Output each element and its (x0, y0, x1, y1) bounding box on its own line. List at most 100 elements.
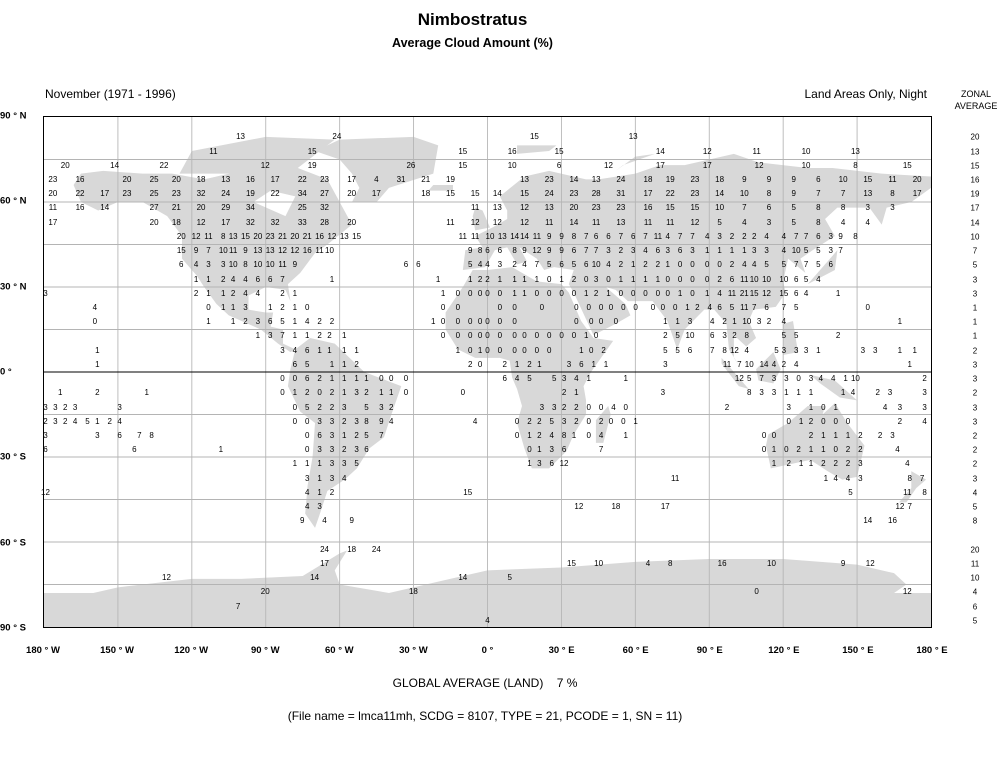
cloud-amount-cell: 12 (191, 231, 201, 241)
cloud-amount-cell: 2 (593, 288, 599, 298)
cloud-amount-cell: 3 (860, 345, 866, 355)
cloud-amount-cell: 10 (767, 559, 776, 568)
cloud-amount-cell: 3 (43, 431, 48, 440)
cloud-amount-cell: 2 (354, 359, 359, 369)
cloud-amount-cell: 7 (690, 231, 695, 241)
cloud-amount-cell: 4 (742, 217, 747, 227)
cloud-amount-cell: 10 (791, 246, 801, 256)
cloud-amount-cell: 3 (317, 416, 322, 426)
cloud-amount-cell: 0 (690, 288, 695, 298)
cloud-amount-cell: 0 (677, 260, 683, 270)
latitude-label: 90 ° S (0, 622, 26, 634)
cloud-amount-cell: 17 (221, 217, 231, 227)
cloud-amount-cell: 1 (354, 374, 359, 384)
cloud-amount-cell: 15 (463, 487, 473, 497)
cloud-amount-cell: 17 (320, 559, 329, 568)
cloud-amount-cell: 3 (255, 317, 261, 327)
cloud-amount-cell: 0 (786, 416, 791, 426)
cloud-amount-cell: 9 (840, 559, 846, 568)
zonal-average-value: 2 (972, 459, 978, 469)
cloud-amount-cell: 1 (574, 388, 579, 398)
cloud-amount-cell: 2 (327, 331, 332, 341)
cloud-amount-cell: 15 (458, 146, 468, 156)
cloud-amount-cell: 22 (665, 189, 675, 199)
cloud-amount-cell: 1 (821, 445, 826, 455)
cloud-amount-cell: 3 (551, 402, 557, 412)
cloud-amount-cell: 15 (665, 203, 675, 213)
cloud-amount-cell: 12 (895, 502, 905, 512)
cloud-amount-cell: 4 (744, 345, 750, 355)
cloud-amount-cell: 4 (833, 473, 838, 483)
cloud-amount-cell: 0 (650, 303, 656, 312)
cloud-amount-cell: 1 (430, 317, 436, 327)
cloud-amount-cell: 17 (48, 217, 58, 227)
cloud-amount-cell: 3 (786, 402, 791, 412)
cloud-amount-cell: 5 (280, 317, 285, 327)
cloud-amount-cell: 2 (717, 274, 722, 284)
cloud-amount-cell: 15 (529, 132, 539, 142)
cloud-amount-cell: 7 (379, 431, 384, 440)
cloud-amount-cell: 0 (467, 345, 473, 355)
cloud-amount-cell: 2 (467, 359, 473, 369)
cloud-amount-cell: 1 (912, 345, 917, 355)
cloud-amount-cell: 2 (833, 459, 838, 469)
cloud-amount-cell: 5 (803, 246, 809, 256)
cloud-amount-cell: 4 (771, 359, 777, 369)
cloud-amount-cell: 3 (329, 473, 335, 483)
cloud-amount-cell: 0 (586, 402, 591, 412)
cloud-amount-cell: 16 (717, 559, 727, 568)
cloud-amount-cell: 1 (897, 317, 903, 327)
cloud-amount-cell: 14 (863, 516, 873, 526)
cloud-amount-cell: 4 (830, 374, 836, 384)
cloud-amount-cell: 7 (593, 246, 599, 256)
cloud-amount-cell: 3 (808, 374, 814, 384)
longitude-label: 60 ° W (325, 645, 354, 656)
cloud-amount-cell: 3 (687, 317, 693, 327)
cloud-amount-cell: 0 (304, 303, 310, 312)
cloud-amount-cell: 4 (803, 288, 809, 298)
cloud-amount-cell: 10 (742, 317, 752, 327)
cloud-amount-cell: 3 (887, 388, 893, 398)
cloud-amount-cell: 2 (317, 402, 322, 412)
cloud-amount-cell: 8 (853, 231, 858, 241)
cloud-amount-cell: 5 (547, 260, 552, 270)
cloud-amount-cell: 5 (816, 260, 821, 270)
cloud-amount-cell: 14 (310, 573, 320, 583)
cloud-amount-cell: 12 (260, 160, 270, 170)
cloud-amount-cell: 11 (666, 217, 675, 227)
cloud-amount-cell: 2 (329, 402, 335, 412)
cloud-amount-cell: 6 (559, 260, 564, 270)
cloud-amount-cell: 20 (48, 189, 58, 199)
cloud-amount-cell: 0 (643, 288, 648, 298)
cloud-amount-cell: 1 (742, 246, 747, 256)
cloud-amount-cell: 1 (705, 288, 710, 298)
cloud-amount-cell: 0 (512, 331, 517, 341)
cloud-amount-cell: 6 (793, 274, 799, 284)
cloud-amount-cell: 8 (840, 203, 846, 213)
cloud-amount-cell: 6 (416, 260, 421, 270)
cloud-amount-cell: 2 (571, 274, 577, 284)
cloud-amount-cell: 1 (623, 374, 629, 384)
cloud-amount-cell: 1 (534, 274, 540, 284)
cloud-amount-cell: 1 (897, 345, 903, 355)
cloud-amount-cell: 25 (149, 175, 159, 184)
cloud-amount-cell: 2 (342, 445, 347, 455)
cloud-amount-cell: 5 (527, 374, 532, 384)
cloud-amount-cell: 3 (53, 416, 58, 426)
cloud-amount-cell: 3 (771, 374, 777, 384)
cloud-amount-cell: 8 (512, 246, 517, 256)
cloud-amount-cell: 6 (816, 175, 821, 184)
cloud-amount-cell: 0 (512, 345, 517, 355)
cloud-amount-cell: 3 (793, 345, 799, 355)
cloud-amount-cell: 12 (604, 160, 613, 170)
longitude-label: 30 ° E (548, 645, 575, 656)
land-north-america (73, 165, 352, 353)
file-info: (File name = lmca11mh, SCDG = 8107, TYPE… (287, 709, 683, 723)
longitude-label: 30 ° W (399, 645, 428, 656)
zonal-average-value: 3 (972, 360, 978, 370)
cloud-amount-cell: 4 (705, 231, 710, 241)
world-map (43, 116, 932, 628)
cloud-amount-cell: 4 (781, 317, 787, 327)
cloud-amount-cell: 12 (702, 146, 712, 156)
cloud-amount-cell: 0 (705, 260, 710, 270)
